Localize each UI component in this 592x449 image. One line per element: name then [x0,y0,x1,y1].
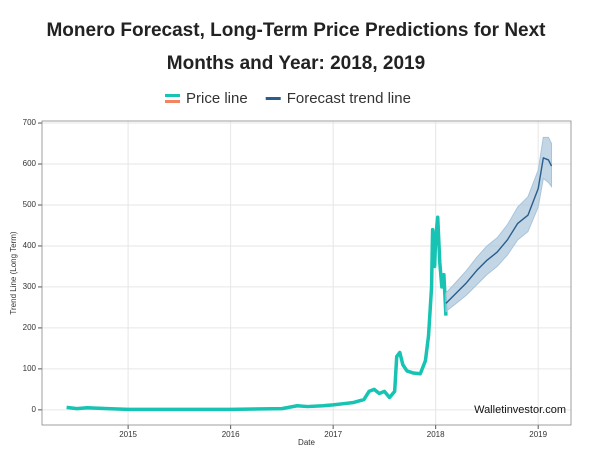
x-tick-label: 2019 [529,430,547,439]
y-tick-label: 200 [23,323,37,332]
plot-frame [41,120,572,426]
y-tick-label: 600 [23,159,37,168]
y-tick-label: 100 [23,364,37,373]
confidence-band [445,136,553,313]
y-tick-label: 500 [23,200,37,209]
y-tick-label: 300 [23,282,37,291]
legend-label: Price line [186,90,248,107]
series-line [445,157,553,304]
x-axis-label: Date [298,438,315,447]
legend-swatch [165,94,180,97]
y-tick-label: 0 [32,405,37,414]
watermark: Walletinvestor.com [474,404,566,416]
legend-label: Forecast trend line [287,90,411,107]
y-tick-label: 700 [23,118,37,127]
x-tick-label: 2017 [324,430,342,439]
chart-title: Monero Forecast, Long-Term Price Predict… [46,20,546,74]
y-tick-label: 400 [23,241,37,250]
x-tick-label: 2015 [119,430,137,439]
legend-swatch-accent [165,100,180,103]
y-axis-label: Trend Line (Long Term) [9,231,18,314]
series-line [66,215,448,412]
x-tick-label: 2018 [427,430,445,439]
x-tick-label: 2016 [222,430,240,439]
